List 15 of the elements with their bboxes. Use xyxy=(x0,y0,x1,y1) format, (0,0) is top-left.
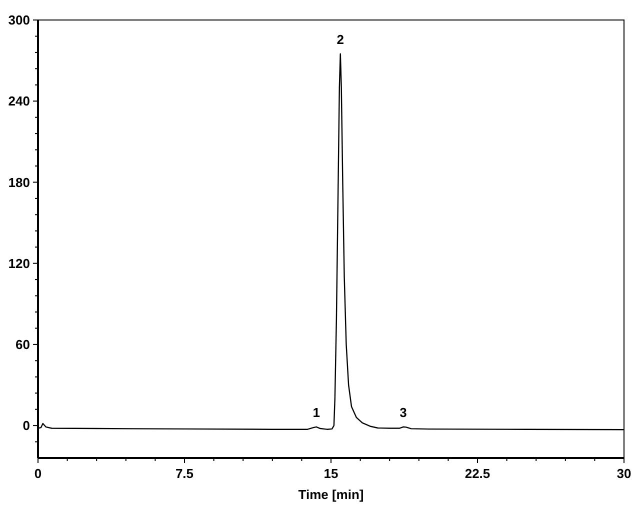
y-tick-label: 60 xyxy=(16,336,30,352)
x-tick-label: 15 xyxy=(324,466,338,481)
x-tick-label: 30 xyxy=(616,466,632,481)
y-tick-label: 300 xyxy=(8,12,30,28)
x-tick-label: 0 xyxy=(34,466,42,481)
annotation: 1 xyxy=(312,404,320,420)
y-tick-label: 180 xyxy=(8,174,30,190)
x-tick-label: 22.5 xyxy=(464,466,490,481)
annotation: 3 xyxy=(400,404,407,420)
x-axis-title: Time [min] xyxy=(298,487,364,502)
y-tick-label: 240 xyxy=(8,94,30,109)
annotation: 2 xyxy=(336,32,344,47)
y-tick-label: 120 xyxy=(8,256,30,271)
y-tick-label: 0 xyxy=(22,418,30,434)
x-tick-label: 7.5 xyxy=(175,466,194,481)
